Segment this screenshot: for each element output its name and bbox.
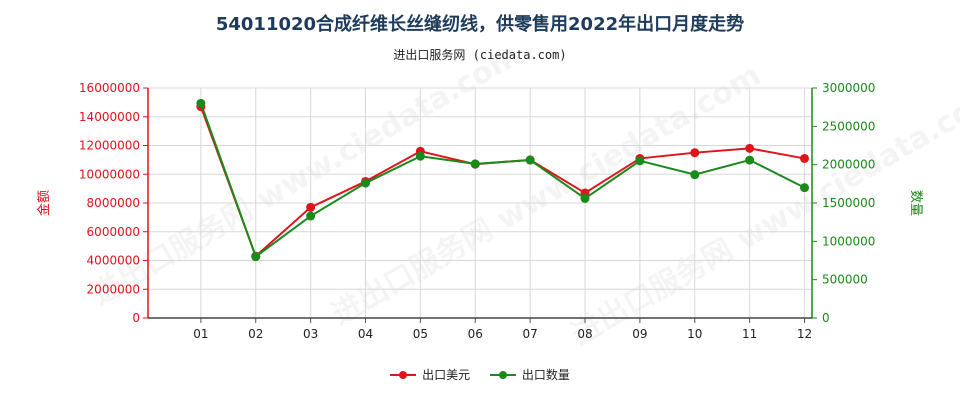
y-right-tick-label: 3000000 xyxy=(822,81,875,95)
series-point-usd xyxy=(690,148,700,158)
series-point-qty xyxy=(635,156,645,166)
y-left-tick-label: 8000000 xyxy=(87,196,140,210)
x-tick-label: 04 xyxy=(358,327,373,341)
x-tick-label: 12 xyxy=(797,327,812,341)
legend-item-qty[interactable]: 出口数量 xyxy=(489,366,570,383)
series-point-qty xyxy=(470,159,480,169)
y-left-tick-label: 0 xyxy=(132,311,140,325)
legend-swatch-qty xyxy=(489,369,516,381)
y-left-tick-label: 16000000 xyxy=(79,81,140,95)
chart-subtitle: 进出口服务网 (ciedata.com) xyxy=(393,48,567,62)
y-right-axis-title: 数量 xyxy=(908,190,923,216)
x-tick-label: 05 xyxy=(413,327,428,341)
y-left-tick-label: 14000000 xyxy=(79,110,140,124)
chart-title: 54011020合成纤维长丝缝纫线，供零售用2022年出口月度走势 xyxy=(215,14,745,35)
y-left-tick-label: 2000000 xyxy=(87,282,140,296)
series-point-qty xyxy=(415,151,425,161)
legend-item-usd[interactable]: 出口美元 xyxy=(390,366,470,383)
legend-swatch-usd xyxy=(390,369,417,381)
series-point-qty xyxy=(361,178,371,188)
series-point-usd xyxy=(306,202,316,212)
series-point-qty xyxy=(745,155,755,165)
x-tick-label: 10 xyxy=(687,327,702,341)
x-tick-label: 11 xyxy=(742,327,757,341)
x-tick-label: 09 xyxy=(632,327,647,341)
y-left-tick-label: 4000000 xyxy=(87,254,140,268)
y-left-tick-label: 12000000 xyxy=(79,139,140,153)
series-line-usd xyxy=(199,106,805,258)
series-point-qty xyxy=(690,170,700,180)
x-tick-label: 01 xyxy=(193,327,208,341)
y-right-tick-label: 2500000 xyxy=(822,119,875,133)
y-left-axis-title: 金额 xyxy=(36,190,52,216)
y-left-tick-label: 6000000 xyxy=(87,225,140,239)
series-point-usd xyxy=(745,143,755,153)
legend-label-qty: 出口数量 xyxy=(521,368,570,382)
legend: 出口美元 出口数量 xyxy=(0,366,960,384)
x-tick-label: 06 xyxy=(468,327,483,341)
series-point-qty xyxy=(580,193,590,203)
series-point-qty xyxy=(251,252,261,262)
y-right-tick-label: 2000000 xyxy=(822,158,875,172)
y-right-tick-label: 1500000 xyxy=(822,196,875,210)
legend-label-usd: 出口美元 xyxy=(422,368,471,382)
series-point-qty xyxy=(196,98,206,108)
x-tick-label: 07 xyxy=(522,327,537,341)
series-point-usd xyxy=(800,153,810,163)
x-tick-label: 02 xyxy=(248,327,263,341)
y-right-tick-label: 0 xyxy=(822,311,830,325)
x-tick-label: 03 xyxy=(303,327,318,341)
y-right-tick-label: 500000 xyxy=(822,273,868,287)
series-point-qty xyxy=(525,155,535,165)
y-left-tick-label: 10000000 xyxy=(79,167,140,181)
series-point-qty xyxy=(306,211,316,221)
y-right-tick-label: 1000000 xyxy=(822,234,875,248)
x-tick-label: 08 xyxy=(577,327,592,341)
series-point-qty xyxy=(800,183,810,193)
series-line-qty xyxy=(199,102,805,259)
